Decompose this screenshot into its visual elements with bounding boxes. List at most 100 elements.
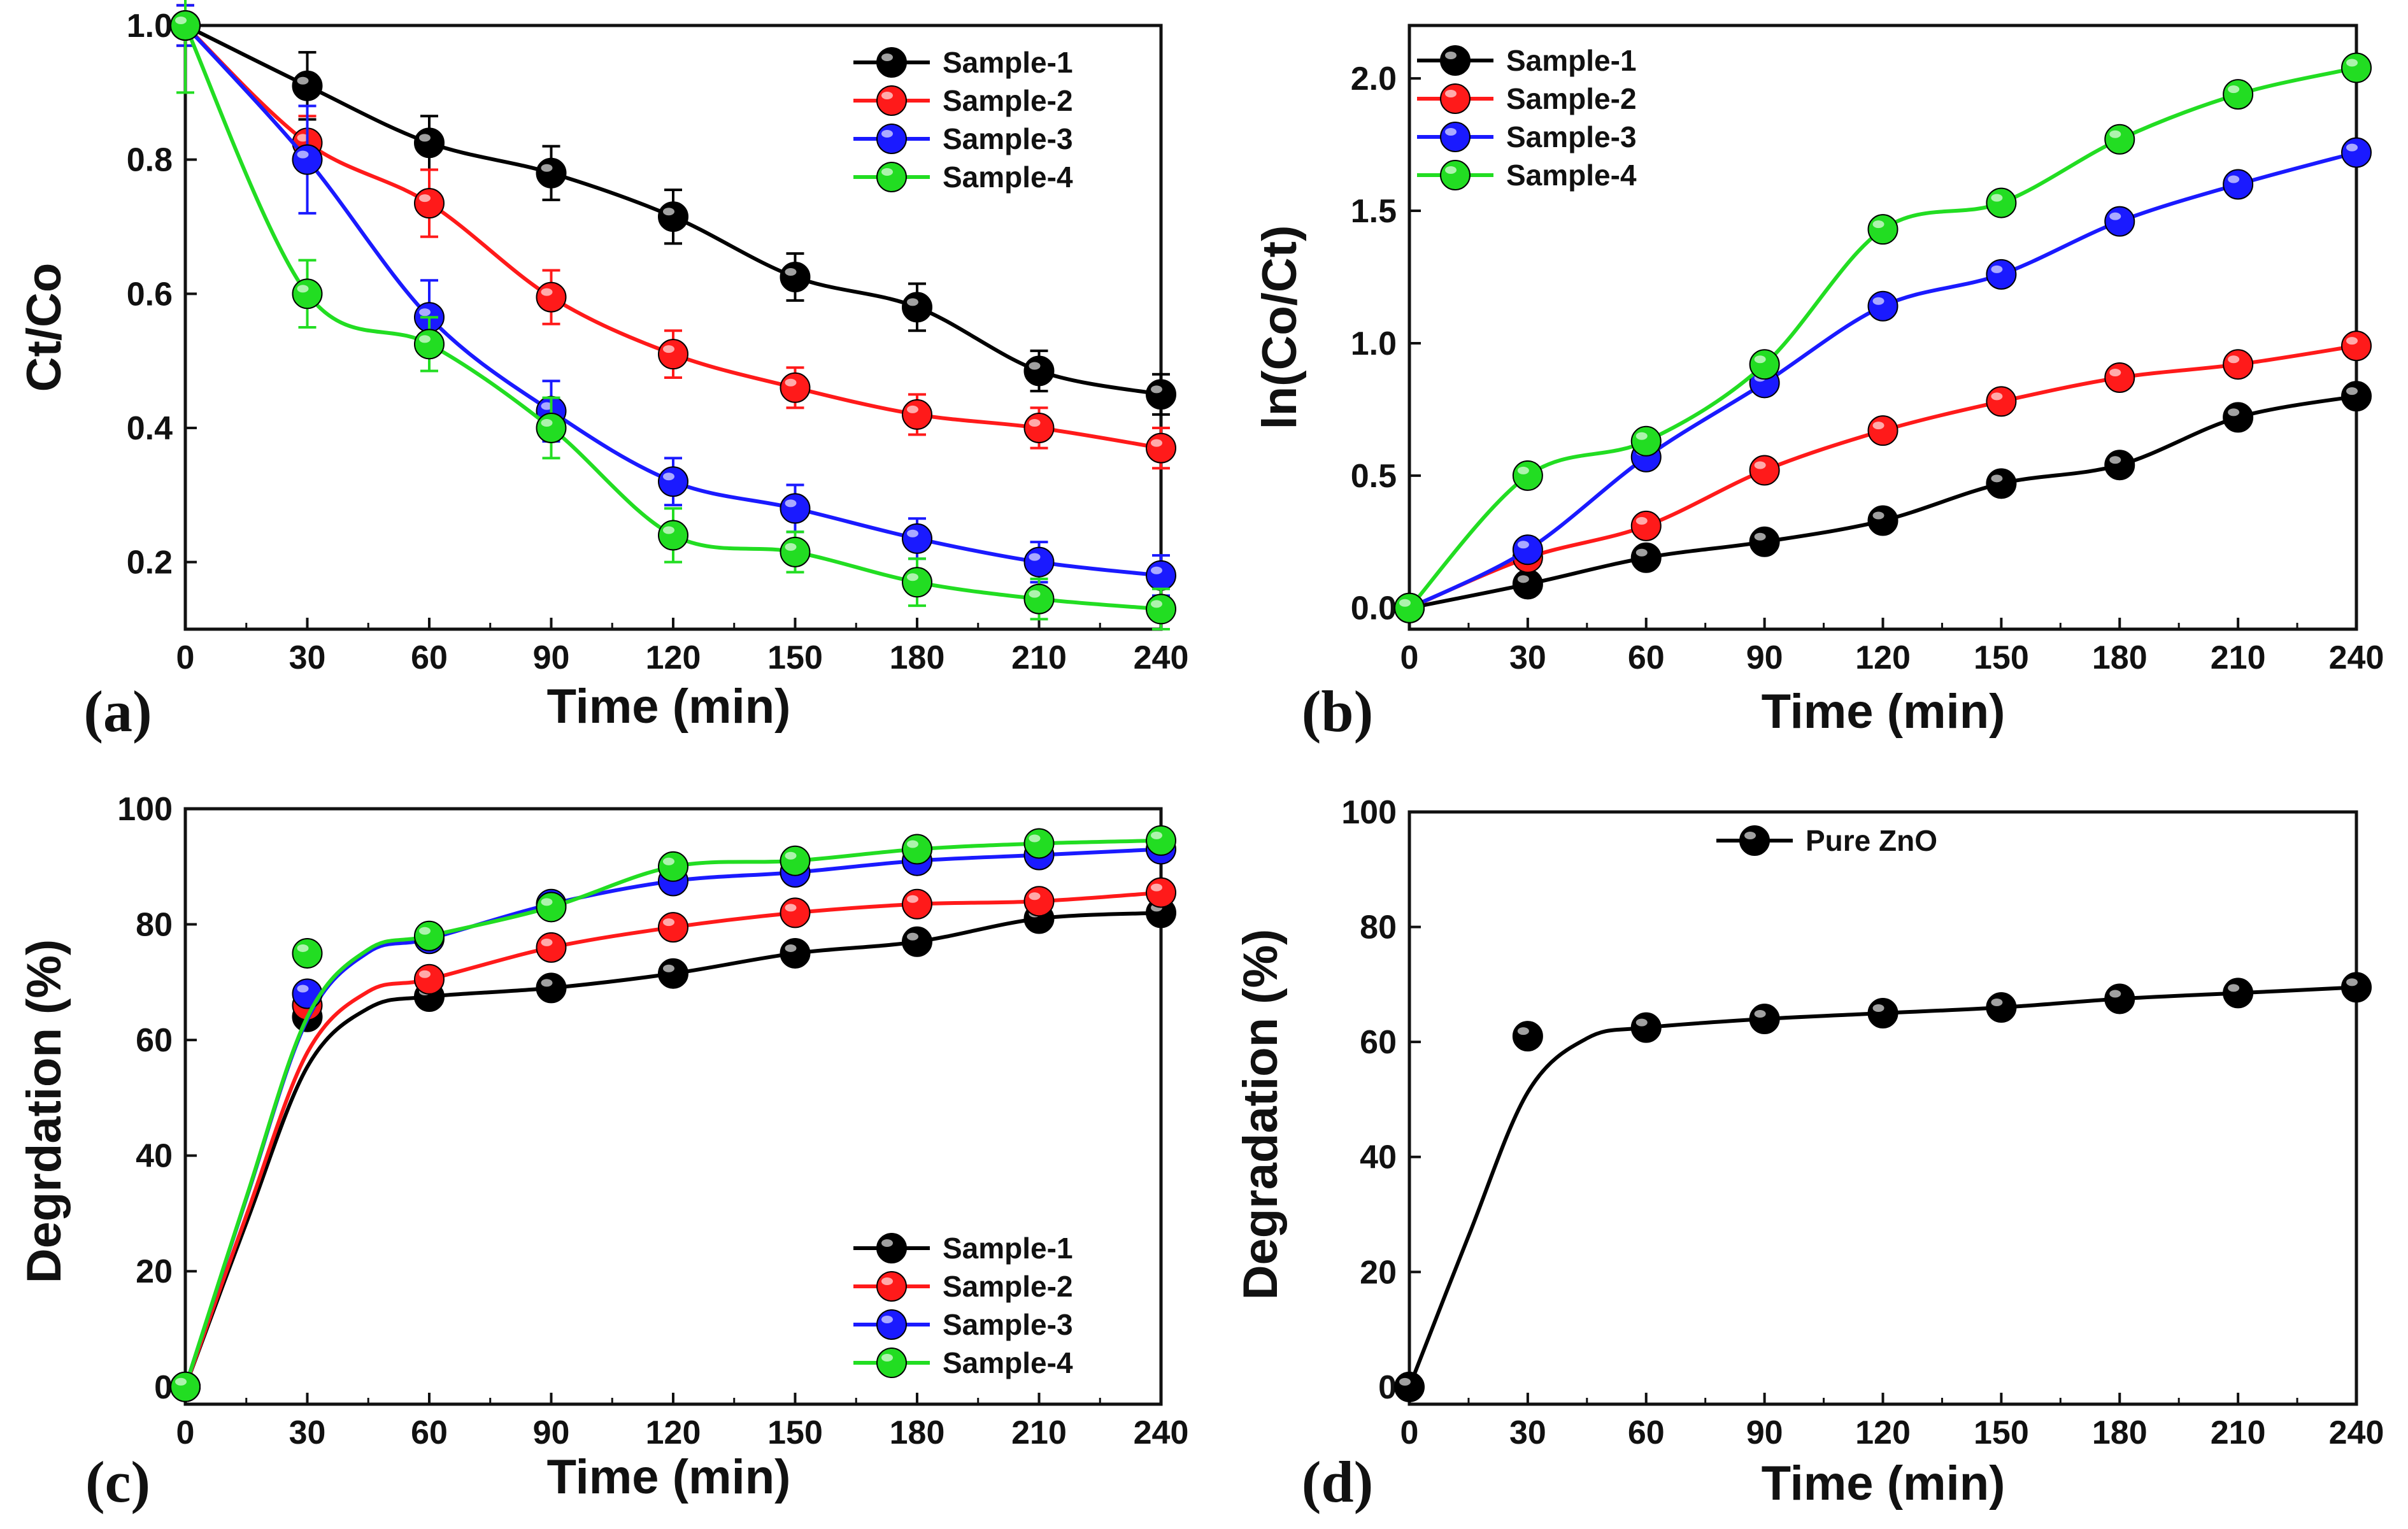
x-tick-label: 60 (1628, 639, 1665, 676)
x-tick-label: 210 (1011, 639, 1067, 676)
marker-highlight (1399, 1377, 1411, 1386)
marker-highlight (419, 927, 431, 935)
marker-highlight (1744, 832, 1756, 839)
y-tick-label: 100 (117, 791, 173, 828)
marker-highlight (541, 288, 553, 296)
legend-marker (876, 1233, 907, 1263)
marker-circle (2104, 983, 2135, 1014)
marker-highlight (1872, 1004, 1884, 1013)
x-tick-label: 240 (2329, 639, 2384, 676)
data-point (1867, 290, 1899, 322)
legend-marker (876, 1271, 907, 1302)
x-tick-label: 210 (2211, 639, 2266, 676)
marker-circle (1440, 160, 1471, 190)
marker-circle (876, 1309, 907, 1340)
marker-circle (1867, 505, 1899, 536)
marker-circle (876, 47, 907, 78)
data-point (170, 10, 201, 41)
marker-highlight (2109, 130, 2121, 138)
data-point (2223, 349, 2254, 380)
marker-highlight (663, 208, 674, 216)
data-point (1146, 432, 1176, 464)
x-tick-label: 120 (646, 639, 701, 676)
marker-highlight (2228, 408, 2240, 416)
marker-circle (658, 912, 688, 943)
legend-marker (876, 162, 907, 192)
x-tick-label: 0 (176, 1414, 195, 1451)
data-point (1749, 455, 1780, 486)
data-point (2223, 169, 2254, 200)
y-tick-label: 0.4 (127, 410, 173, 447)
data-point (292, 978, 323, 1009)
data-point (1986, 259, 2017, 290)
data-point (780, 937, 811, 969)
marker-highlight (419, 308, 431, 316)
marker-highlight (175, 17, 187, 24)
marker-highlight (907, 405, 918, 413)
data-point (1023, 413, 1055, 443)
marker-highlight (297, 985, 309, 993)
data-point (536, 281, 567, 313)
x-tick-label: 90 (1746, 639, 1783, 676)
marker-highlight (881, 1239, 893, 1247)
marker-circle (1023, 413, 1055, 443)
y-tick-label: 0.2 (127, 544, 173, 581)
marker-circle (1146, 877, 1176, 908)
legend-label: Sample-2 (1506, 82, 1637, 115)
data-point (1630, 425, 1662, 457)
legend-entry: Sample-4 (1417, 159, 1637, 192)
marker-highlight (785, 944, 797, 952)
data-point (292, 278, 323, 309)
marker-highlight (1754, 532, 1766, 541)
marker-circle (902, 292, 932, 323)
x-tick-label: 90 (1746, 1414, 1783, 1451)
data-point (2104, 362, 2135, 393)
marker-circle (780, 262, 811, 292)
marker-circle (1394, 592, 1425, 623)
data-point (902, 926, 932, 957)
panel-c-chart: 0 30 60 90 120 150 180 210 240 0 20 40 60 80 100 Time (… (17, 791, 1188, 1514)
data-point (1512, 1021, 1543, 1052)
data-point (658, 958, 688, 989)
x-tick-label: 120 (1855, 639, 1911, 676)
marker-circle (1986, 386, 2017, 417)
legend-label: Sample-4 (1506, 159, 1637, 192)
marker-highlight (1872, 422, 1884, 430)
marker-circle (2104, 124, 2135, 155)
marker-highlight (2346, 59, 2358, 67)
panel-d-chart: 0 30 60 90 120 150 180 210 240 0 20 40 60 80 100 Time (… (1234, 794, 2384, 1514)
marker-circle (2341, 137, 2372, 168)
marker-circle (170, 10, 201, 41)
data-point (1512, 460, 1543, 491)
legend-label: Sample-4 (943, 1346, 1073, 1379)
legend-entry: Sample-2 (853, 84, 1073, 117)
x-tick-label: 210 (1011, 1414, 1067, 1451)
legend-marker (876, 85, 907, 116)
legend-label: Sample-3 (943, 122, 1073, 155)
marker-highlight (297, 76, 309, 85)
data-point (1146, 877, 1176, 908)
marker-circle (902, 834, 932, 865)
y-tick-label: 40 (1360, 1139, 1397, 1176)
legend-label: Sample-3 (1506, 120, 1637, 153)
marker-highlight (1445, 90, 1457, 97)
marker-highlight (1872, 297, 1884, 305)
marker-circle (658, 201, 688, 232)
marker-circle (780, 372, 811, 403)
data-point (780, 845, 811, 876)
data-point (1146, 825, 1176, 856)
marker-circle (1440, 83, 1471, 114)
series-sample-4 (1394, 52, 2372, 623)
data-point (1023, 583, 1055, 615)
legend-entry: Sample-2 (1417, 82, 1637, 115)
data-point (658, 201, 688, 232)
marker-highlight (1445, 128, 1457, 136)
marker-circle (1749, 1004, 1780, 1035)
marker-circle (2104, 206, 2135, 237)
marker-circle (2341, 331, 2372, 362)
marker-highlight (1399, 599, 1411, 607)
marker-highlight (1635, 516, 1648, 525)
marker-highlight (881, 1316, 893, 1323)
panel-b-chart: 0 30 60 90 120 150 180 210 240 0.0 0.5 1.0 1.5 2.0 Tim… (1253, 24, 2384, 744)
marker-highlight (1991, 998, 2003, 1006)
